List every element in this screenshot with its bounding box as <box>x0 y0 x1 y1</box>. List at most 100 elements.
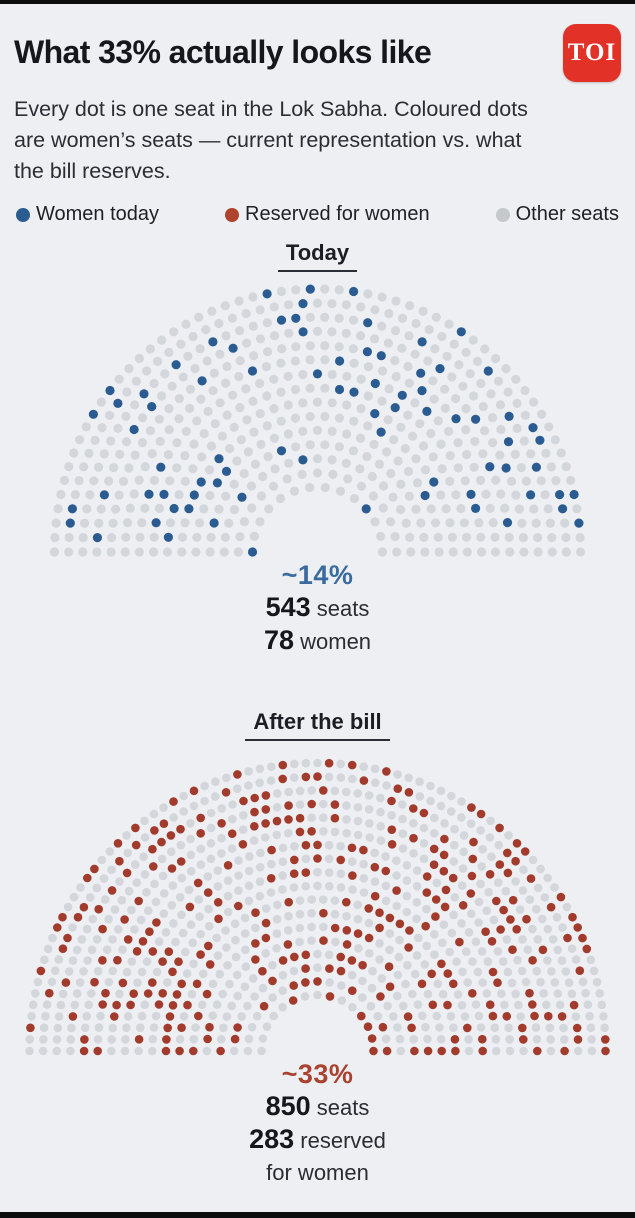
seat-dot <box>164 404 174 414</box>
seat-dot <box>167 901 177 910</box>
seat-dot <box>237 492 247 502</box>
seat-dot <box>376 807 385 817</box>
seat-dot <box>278 871 287 880</box>
seat-dot <box>409 804 418 813</box>
seat-dot <box>150 879 159 889</box>
seat-dot <box>163 1023 172 1033</box>
bottom-border <box>0 1212 635 1218</box>
seat-dot <box>359 762 369 771</box>
seat-dot <box>258 966 267 976</box>
seat-dot <box>408 431 418 441</box>
seat-dot <box>553 989 563 998</box>
seat-dot <box>244 767 253 776</box>
seat-dot <box>258 471 268 482</box>
seat-dot <box>135 532 145 542</box>
seat-dot <box>204 904 213 914</box>
seat-dot <box>111 504 121 514</box>
seat-dot <box>189 490 199 500</box>
seat-dot <box>486 816 495 826</box>
seat-dot <box>40 955 49 965</box>
seat-dot <box>195 912 204 921</box>
reserved-value: 283 <box>249 1124 295 1154</box>
legend-label: Other seats <box>515 203 619 225</box>
seat-dot <box>455 937 464 947</box>
seat-dot <box>240 929 250 938</box>
seat-dot <box>583 1000 593 1009</box>
seat-dot <box>284 801 293 810</box>
seat-dot <box>376 351 386 361</box>
seat-dot <box>363 1022 373 1031</box>
seat-dot <box>99 449 109 459</box>
seat-dot <box>416 518 426 528</box>
seat-dot <box>109 463 119 473</box>
seat-dot <box>123 1012 133 1021</box>
seat-dot <box>518 935 527 944</box>
seat-dot <box>367 1034 377 1043</box>
seat-dot <box>512 925 521 934</box>
seat-dot <box>289 966 299 976</box>
seat-dot <box>495 400 505 410</box>
seat-dot <box>83 956 92 965</box>
seat-dot <box>474 1011 484 1021</box>
seat-dot <box>505 547 515 557</box>
seat-dot <box>500 503 510 513</box>
seat-dot <box>544 422 554 432</box>
seat-dot <box>305 411 315 422</box>
seat-dot <box>575 966 585 975</box>
seat-dot <box>69 892 79 902</box>
seat-dot <box>448 547 458 557</box>
seat-dot <box>213 866 223 875</box>
seat-dot <box>395 919 405 929</box>
seat-dot <box>244 866 254 876</box>
seat-dot <box>284 815 293 824</box>
seat-dot <box>398 829 408 838</box>
seat-dot <box>330 813 340 823</box>
seat-dot <box>561 532 571 543</box>
seat-dot <box>528 423 538 433</box>
seat-dot <box>471 937 481 946</box>
seat-dot <box>504 831 513 840</box>
seat-dot <box>503 848 512 858</box>
seat-dot <box>64 462 74 472</box>
seat-dot <box>167 864 177 873</box>
seat-dot <box>227 1001 236 1011</box>
seat-dot <box>377 321 387 331</box>
seat-dot <box>70 1000 80 1010</box>
seat-dot <box>64 532 74 543</box>
seat-dot <box>189 1046 198 1056</box>
seat-dot <box>356 404 366 414</box>
seat-dot <box>243 447 253 457</box>
seat-dot <box>92 935 102 944</box>
seat-dot <box>199 504 209 514</box>
seat-dot <box>28 1000 38 1010</box>
seat-dot <box>370 409 380 419</box>
seat-dot <box>364 904 374 913</box>
seat-dot <box>77 935 87 944</box>
seat-dot <box>53 504 63 514</box>
seat-dot <box>90 977 99 987</box>
seat-dot <box>301 854 311 864</box>
seat-dot <box>312 298 323 308</box>
seat-dot <box>295 896 305 905</box>
seat-dot <box>313 949 322 959</box>
seat-dot <box>493 978 502 987</box>
seat-dot <box>284 897 294 907</box>
seat-dot <box>476 532 486 542</box>
seat-dot <box>108 966 118 976</box>
seat-dot <box>381 866 391 876</box>
seat-dot <box>244 781 253 790</box>
seat-dot <box>330 786 340 796</box>
seat-dot <box>533 533 543 543</box>
seat-dot <box>295 937 304 947</box>
seat-dot <box>196 860 206 869</box>
seat-dot <box>385 945 394 955</box>
seat-dot <box>266 888 276 897</box>
seat-dot <box>25 1046 34 1056</box>
seat-dot <box>307 813 317 822</box>
seat-dot <box>234 296 244 306</box>
seat-dot <box>384 384 394 394</box>
seat-dot <box>64 967 74 976</box>
seat-dot <box>532 904 541 914</box>
seat-dot <box>462 532 472 542</box>
seat-dot <box>592 977 602 987</box>
